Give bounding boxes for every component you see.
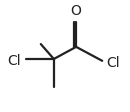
Text: Cl: Cl [8, 54, 21, 68]
Text: O: O [71, 4, 82, 18]
Text: Cl: Cl [106, 56, 120, 70]
